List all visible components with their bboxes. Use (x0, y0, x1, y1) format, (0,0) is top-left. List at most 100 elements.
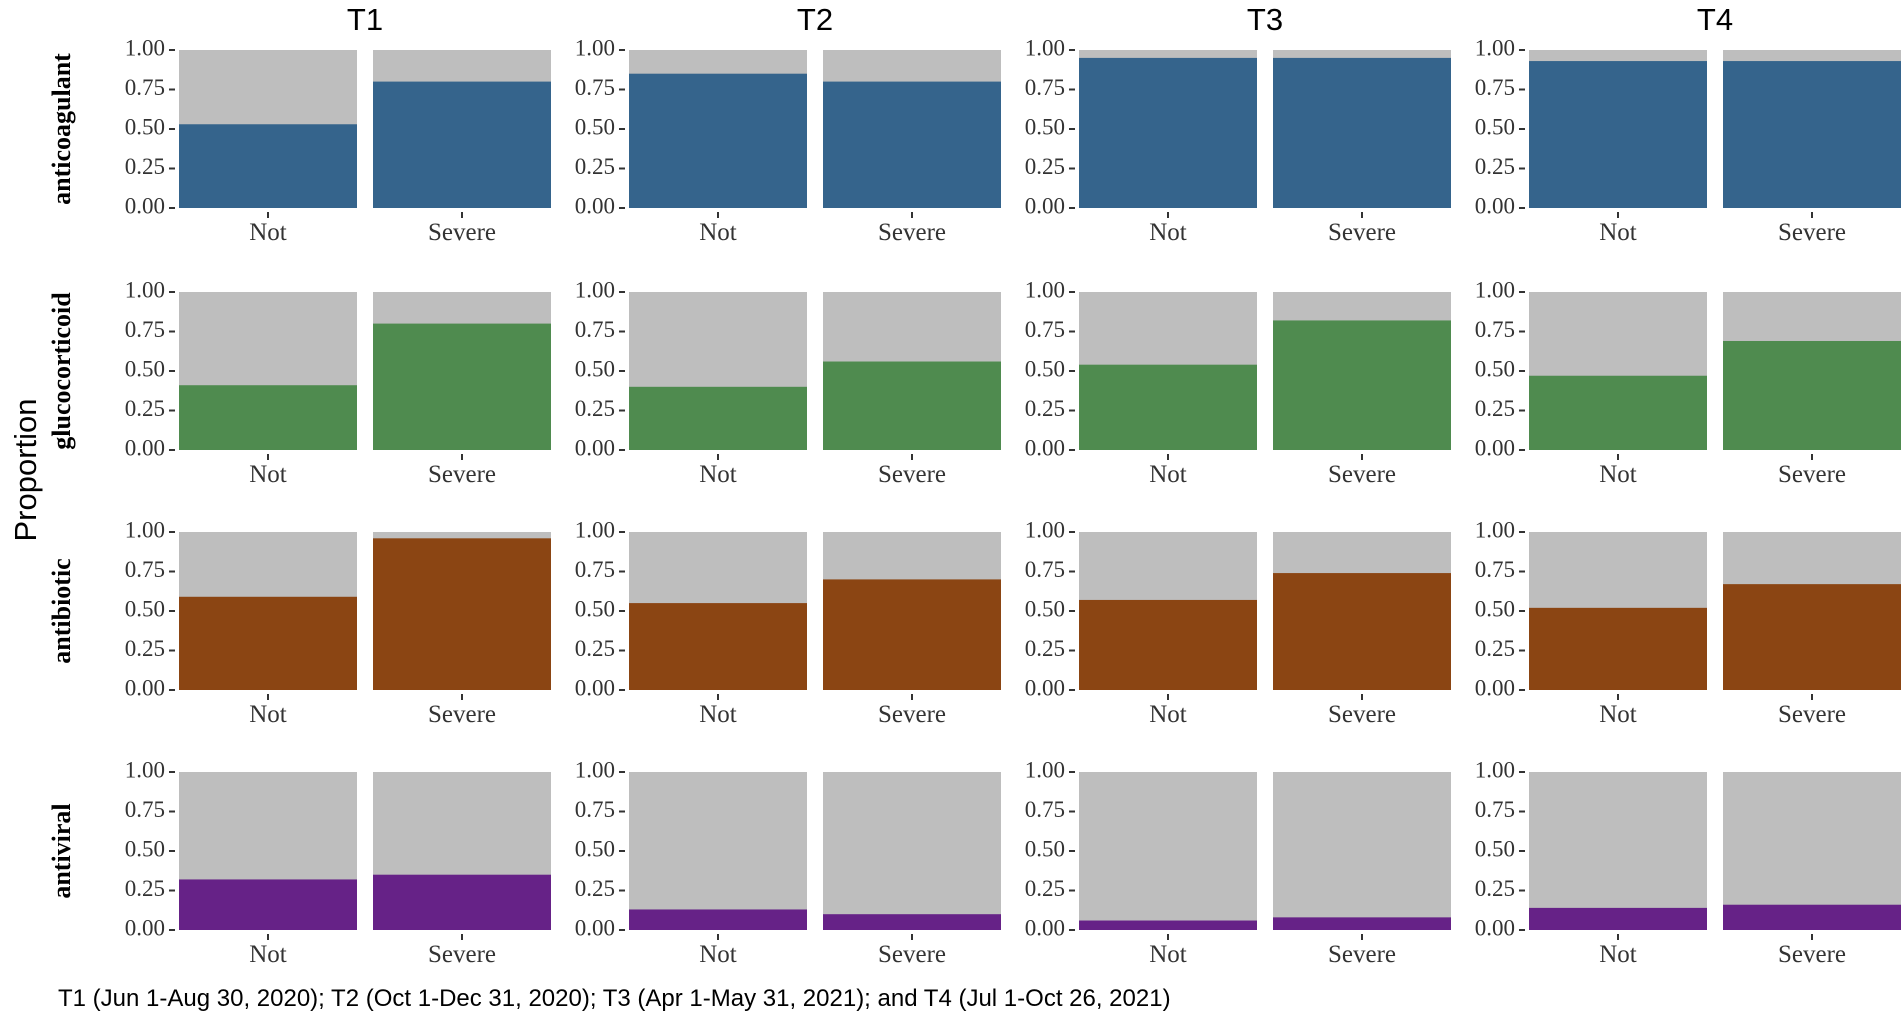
y-tick-label: 0.75 (1475, 797, 1515, 822)
y-tick-label: 0.50 (125, 836, 165, 861)
y-tick-label: 0.00 (125, 915, 165, 940)
bar-glucocorticoid-t1-not (179, 385, 357, 450)
bar-antibiotic-t3-not (1079, 599, 1257, 690)
bar-anticoagulant-t4-severe (1723, 61, 1901, 209)
y-tick-label: 0.00 (575, 435, 615, 460)
bar-glucocorticoid-t1-severe (373, 323, 551, 450)
x-tick-label-severe: Severe (1778, 941, 1846, 968)
x-tick-label-not: Not (1599, 701, 1637, 728)
x-tick-label-not: Not (699, 219, 737, 246)
x-tick-label-not: Not (699, 701, 737, 728)
y-tick-label: 0.50 (575, 114, 615, 139)
x-tick-label-not: Not (1149, 941, 1187, 968)
bar-antiviral-t1-not (179, 879, 357, 930)
x-tick-label-severe: Severe (1778, 461, 1846, 488)
y-tick-label: 1.00 (125, 757, 165, 782)
bar-anticoagulant-t2-not (629, 73, 807, 208)
bar-antibiotic-t3-severe (1273, 573, 1451, 690)
bar-background-antiviral-t4-severe (1723, 772, 1901, 930)
bar-glucocorticoid-t2-severe (823, 361, 1001, 450)
y-tick-label: 0.50 (125, 114, 165, 139)
bar-background-antiviral-t4-not (1529, 772, 1707, 930)
y-tick-label: 1.00 (125, 277, 165, 302)
y-tick-label: 0.50 (1025, 596, 1065, 621)
y-tick-label: 0.75 (125, 317, 165, 342)
y-tick-label: 0.00 (1025, 915, 1065, 940)
bar-anticoagulant-t3-not (1079, 57, 1257, 209)
x-tick-label-not: Not (249, 701, 287, 728)
y-tick-label: 0.00 (1475, 435, 1515, 460)
y-tick-label: 0.00 (125, 193, 165, 218)
y-tick-label: 0.00 (125, 435, 165, 460)
y-tick-label: 0.25 (125, 876, 165, 901)
y-tick-label: 1.00 (575, 517, 615, 542)
y-tick-label: 0.50 (1025, 836, 1065, 861)
bar-glucocorticoid-t3-severe (1273, 320, 1451, 450)
y-tick-label: 0.50 (575, 596, 615, 621)
bar-anticoagulant-t1-not (179, 124, 357, 208)
y-tick-label: 0.25 (575, 636, 615, 661)
x-tick-label-not: Not (1149, 219, 1187, 246)
bar-background-antiviral-t3-severe (1273, 772, 1451, 930)
bar-glucocorticoid-t4-severe (1723, 340, 1901, 450)
y-tick-label: 0.25 (1025, 154, 1065, 179)
y-tick-label: 0.75 (1025, 797, 1065, 822)
bar-antiviral-t3-severe (1273, 917, 1451, 930)
y-axis-title: Proportion (8, 398, 43, 541)
y-tick-label: 0.00 (575, 675, 615, 700)
y-tick-label: 0.75 (1025, 75, 1065, 100)
y-tick-label: 0.50 (125, 356, 165, 381)
y-tick-label: 0.25 (575, 154, 615, 179)
bar-anticoagulant-t2-severe (823, 81, 1001, 208)
y-tick-label: 0.00 (125, 675, 165, 700)
y-tick-label: 0.25 (1475, 396, 1515, 421)
x-tick-label-not: Not (1149, 461, 1187, 488)
y-tick-label: 0.00 (1475, 675, 1515, 700)
bar-antiviral-t2-not (629, 909, 807, 930)
y-tick-label: 1.00 (575, 35, 615, 60)
x-tick-label-severe: Severe (1328, 219, 1396, 246)
y-tick-label: 1.00 (1025, 517, 1065, 542)
x-tick-label-severe: Severe (428, 701, 496, 728)
y-tick-label: 0.75 (1475, 557, 1515, 582)
bar-glucocorticoid-t4-not (1529, 375, 1707, 450)
y-tick-label: 0.25 (125, 396, 165, 421)
y-tick-label: 0.25 (575, 396, 615, 421)
y-tick-label: 0.75 (1475, 317, 1515, 342)
y-tick-label: 0.50 (1025, 114, 1065, 139)
y-tick-label: 0.75 (1025, 317, 1065, 342)
bar-antibiotic-t2-severe (823, 579, 1001, 690)
bar-anticoagulant-t1-severe (373, 81, 551, 208)
period-title-t3: T3 (1247, 2, 1283, 37)
period-title-t1: T1 (347, 2, 383, 37)
y-tick-label: 1.00 (1475, 35, 1515, 60)
x-tick-label-severe: Severe (1328, 941, 1396, 968)
bar-antibiotic-t2-not (629, 603, 807, 690)
x-tick-label-severe: Severe (1328, 461, 1396, 488)
x-tick-label-not: Not (699, 941, 737, 968)
y-tick-label: 0.00 (575, 193, 615, 218)
y-tick-label: 0.25 (1025, 396, 1065, 421)
x-tick-label-severe: Severe (428, 941, 496, 968)
y-tick-label: 0.00 (1475, 915, 1515, 940)
y-tick-label: 0.75 (575, 75, 615, 100)
y-tick-label: 0.25 (1475, 154, 1515, 179)
y-tick-label: 1.00 (575, 277, 615, 302)
row-label-antiviral: antiviral (47, 803, 76, 898)
y-tick-label: 0.25 (1025, 876, 1065, 901)
y-tick-label: 1.00 (125, 35, 165, 60)
y-tick-label: 0.00 (1025, 675, 1065, 700)
y-tick-label: 0.00 (1475, 193, 1515, 218)
bar-antiviral-t1-severe (373, 874, 551, 930)
bar-background-antiviral-t2-severe (823, 772, 1001, 930)
y-tick-label: 0.75 (125, 75, 165, 100)
bar-antibiotic-t1-not (179, 596, 357, 690)
bar-antiviral-t3-not (1079, 920, 1257, 930)
y-tick-label: 0.25 (1475, 876, 1515, 901)
y-tick-label: 1.00 (1025, 277, 1065, 302)
y-tick-label: 0.50 (125, 596, 165, 621)
x-tick-label-severe: Severe (878, 219, 946, 246)
x-tick-label-not: Not (1599, 461, 1637, 488)
y-tick-label: 1.00 (1475, 757, 1515, 782)
y-tick-label: 0.50 (575, 836, 615, 861)
